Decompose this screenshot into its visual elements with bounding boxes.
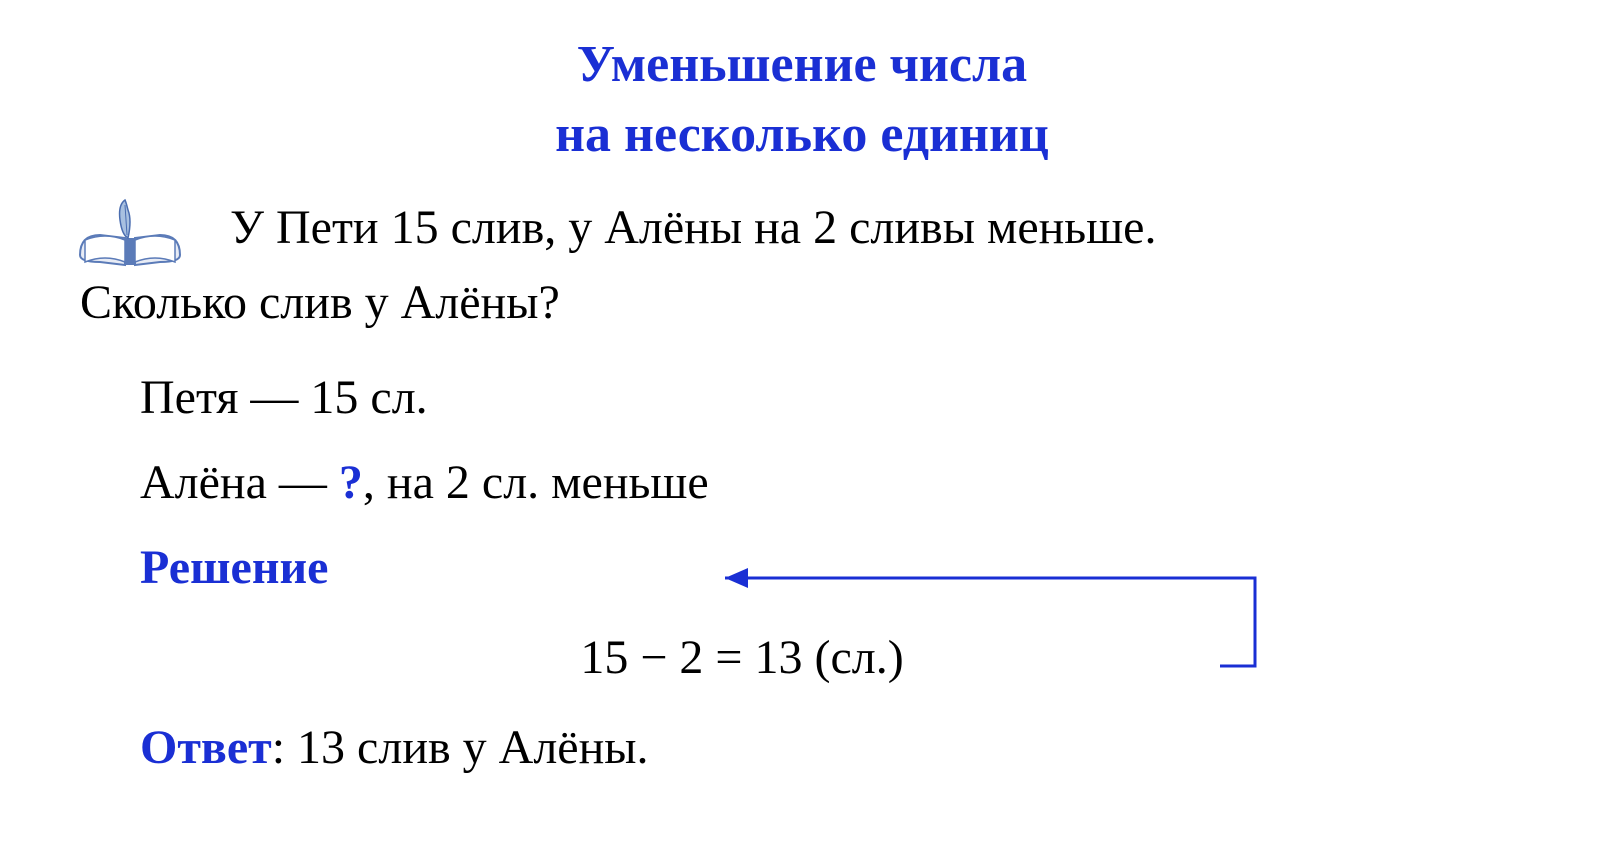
data-line-alena: Алёна — ?, на 2 сл. меньше: [140, 455, 1544, 510]
alena-suffix: , на 2 сл. меньше: [363, 456, 709, 509]
problem-block: У Пети 15 слив, у Алёны на 2 сливы меньш…: [60, 200, 1544, 775]
answer-label: Ответ: [140, 721, 272, 774]
answer-line: Ответ: 13 слив у Алёны.: [140, 720, 1544, 775]
title-line-1: Уменьшение числа: [60, 30, 1544, 100]
problem-text-line-1: У Пети 15 слив, у Алёны на 2 сливы меньш…: [230, 200, 1544, 255]
page-title: Уменьшение числа на несколько единиц: [60, 30, 1544, 170]
alena-prefix: Алёна —: [140, 456, 339, 509]
solution-body: Петя — 15 сл. Алёна — ?, на 2 сл. меньше…: [80, 370, 1544, 775]
book-icon: [70, 190, 190, 280]
solution-label: Решение: [140, 540, 1544, 595]
data-line-petya: Петя — 15 сл.: [140, 370, 1544, 425]
solution-equation: 15 − 2 = 13 (сл.): [140, 630, 1544, 685]
answer-text: : 13 слив у Алёны.: [272, 721, 649, 774]
title-line-2: на несколько единиц: [60, 100, 1544, 170]
alena-question-mark: ?: [339, 456, 363, 509]
problem-text-line-2: Сколько слив у Алёны?: [80, 275, 1544, 330]
